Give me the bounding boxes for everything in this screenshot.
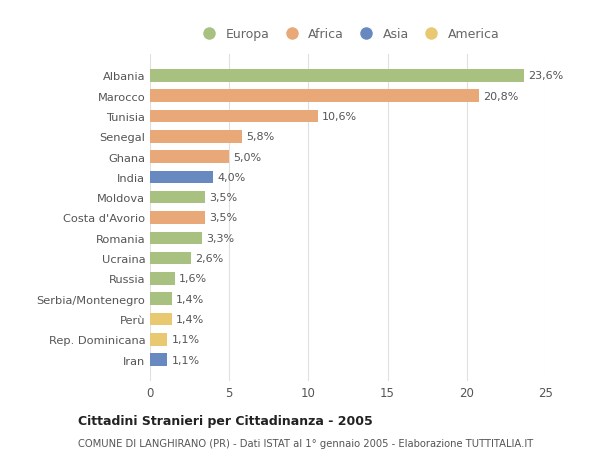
Bar — [150, 293, 172, 305]
Text: 1,1%: 1,1% — [172, 335, 200, 345]
Text: 1,1%: 1,1% — [172, 355, 200, 365]
Bar — [150, 70, 524, 83]
Bar — [150, 313, 172, 325]
Bar — [150, 252, 191, 265]
Text: Cittadini Stranieri per Cittadinanza - 2005: Cittadini Stranieri per Cittadinanza - 2… — [78, 414, 373, 428]
Bar — [150, 90, 479, 103]
Text: 1,4%: 1,4% — [176, 294, 205, 304]
Text: 1,6%: 1,6% — [179, 274, 208, 284]
Text: 3,3%: 3,3% — [206, 233, 235, 243]
Bar — [150, 171, 214, 184]
Bar — [150, 212, 205, 224]
Bar — [150, 151, 229, 163]
Text: 5,0%: 5,0% — [233, 152, 261, 162]
Text: 2,6%: 2,6% — [195, 253, 223, 263]
Bar — [150, 131, 242, 143]
Bar — [150, 232, 202, 245]
Text: 3,5%: 3,5% — [209, 213, 238, 223]
Text: 4,0%: 4,0% — [217, 173, 245, 183]
Text: COMUNE DI LANGHIRANO (PR) - Dati ISTAT al 1° gennaio 2005 - Elaborazione TUTTITA: COMUNE DI LANGHIRANO (PR) - Dati ISTAT a… — [78, 438, 533, 448]
Text: 1,4%: 1,4% — [176, 314, 205, 325]
Bar — [150, 273, 175, 285]
Text: 5,8%: 5,8% — [246, 132, 274, 142]
Text: 23,6%: 23,6% — [528, 71, 563, 81]
Legend: Europa, Africa, Asia, America: Europa, Africa, Asia, America — [194, 25, 502, 44]
Bar — [150, 353, 167, 366]
Bar — [150, 111, 318, 123]
Bar — [150, 333, 167, 346]
Text: 10,6%: 10,6% — [322, 112, 357, 122]
Text: 3,5%: 3,5% — [209, 193, 238, 203]
Text: 20,8%: 20,8% — [484, 91, 519, 101]
Bar — [150, 191, 205, 204]
